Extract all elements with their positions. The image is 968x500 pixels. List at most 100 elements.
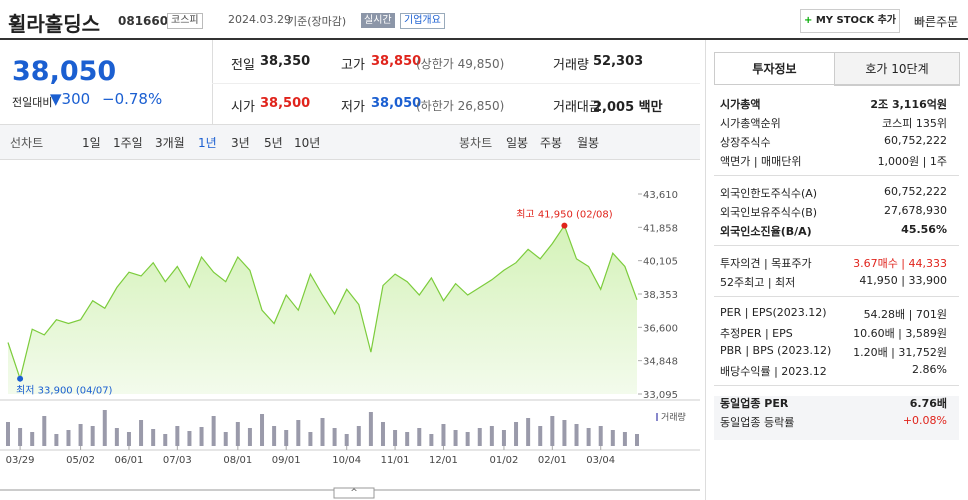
fast-order[interactable]: 빠른주문 [914,15,959,29]
info-row: 외국인한도주식수(A) 60,752,222 [720,185,947,203]
volume-bar [526,418,531,446]
info-value: 1.20배 | 31,752원 [853,346,947,359]
divider [714,175,959,176]
plus-icon: + [803,15,816,26]
chart: ^ 43,610 41,858 40,105 38,353 36,600 34,848 33… [0,190,700,499]
period-tab[interactable]: 월봉 [577,136,600,150]
period-tab[interactable]: 5년 [264,136,283,150]
field-label: 거래량 [553,58,589,73]
min-point [17,375,24,382]
field-limit: (상한가 49,850) [416,57,505,71]
volume-bar [211,416,216,446]
volume-bar [465,432,470,446]
min-label: 최저 33,900 (04/07) [16,385,112,397]
info-label: 배당수익률 | 2023.12 [720,365,827,378]
period-tab[interactable]: 3개월 [155,136,185,150]
volume-bar [247,428,252,446]
panel-footer [714,396,959,440]
info-value: 41,950 | 33,900 [859,274,947,287]
x-tick-label: 12/01 [429,455,458,466]
volume-bar [574,424,579,446]
overview-button[interactable]: 기업개요 [400,13,445,29]
period-tab[interactable]: 일봉 [506,136,529,150]
volume-bar [151,429,156,446]
y-tick-label: 38,353 [643,290,678,301]
volume-bar [54,434,59,446]
info-value: 45.56% [901,223,947,236]
info-value: 10.60배 | 3,589원 [853,327,947,340]
volume-bar [235,422,240,446]
info-label: 동일업종 등락률 [720,416,795,429]
period-tab[interactable]: 1주일 [113,136,143,150]
change: ▼300 [50,90,90,108]
x-tick-label: 01/02 [490,455,519,466]
volume-bar [550,416,555,446]
volume-bar [114,428,119,446]
info-label: 외국인소진율(B/A) [720,225,812,238]
info-label: 시가총액순위 [720,117,781,130]
info-row: 액면가 | 매매단위 1,000원 | 1주 [720,153,947,171]
info-row: 시가총액 2조 3,116억원 [720,96,947,114]
price-line [7,224,638,381]
info-value: 코스피 135위 [882,117,947,130]
volume-bar [344,434,349,446]
realtime-tag: 실시간 [361,13,395,28]
max-point [561,222,568,229]
field-label: 전일 [231,58,255,73]
y-tick-label: 33,095 [643,390,678,401]
volume-legend-key [656,413,658,421]
collapse-icon: ^ [350,488,358,498]
volume-bar [272,426,277,446]
info-row: 52주최고 | 최저 41,950 | 33,900 [720,274,947,292]
period-tab[interactable]: 10년 [294,136,321,150]
period-tab[interactable]: 주봉 [540,136,563,150]
volume-bar [598,426,603,446]
x-tick-label: 03/29 [6,455,35,466]
info-label: 액면가 | 매매단위 [720,155,802,168]
volume-bar [284,430,289,446]
volume-bar [417,428,422,446]
info-label: 52주최고 | 최저 [720,276,796,289]
field-label: 거래대금 [553,100,601,115]
field-limit: (하한가 26,850) [416,99,505,113]
volume-bar [320,418,325,446]
info-row: 동일업종 PER 6.76배 [720,395,947,413]
field-value: 52,303 [593,54,644,69]
info-label: 동일업종 PER [720,397,789,410]
info-row: PER | EPS(2023.12) 54.28배 | 701원 [720,306,947,324]
y-tick-label: 43,610 [643,190,678,201]
volume-bar [368,412,373,446]
info-label: 투자의견 | 목표주가 [720,257,812,270]
date: 2024.03.29 [228,13,291,26]
info-row: 추정PER | EPS 10.60배 | 3,589원 [720,325,947,343]
volume-bar [296,420,301,446]
info-label: 추정PER | EPS [720,327,793,340]
panel-tab[interactable]: 호가 10단계 [834,52,960,86]
info-row: 투자의견 | 목표주가 3.67매수 | 44,333 [720,255,947,273]
volume-bar [30,432,35,446]
panel-tab[interactable]: 투자정보 [714,52,835,85]
period-tab[interactable]: 3년 [231,136,250,150]
volume-bar [199,427,204,446]
period-tab[interactable]: 1년 [198,136,217,150]
period-tab[interactable]: 1일 [82,136,101,150]
x-tick-label: 06/01 [115,455,144,466]
mystock-button[interactable]: + MY STOCK 추가 [800,9,900,33]
down-arrow: ▼ [50,90,62,108]
tab-label: 봉차트 [459,136,493,150]
volume-bar [635,434,639,446]
field-value: 2,005 백만 [593,100,663,115]
divider [714,245,959,246]
volume-bar [405,432,410,446]
x-tick-label: 05/02 [66,455,95,466]
stock-name: 휠라홀딩스 [8,12,100,36]
volume-bar [453,430,458,446]
collapse-button[interactable] [333,487,375,499]
volume-bar [562,420,567,446]
volume-bar [308,432,313,446]
volume-bar [66,430,71,446]
info-value: 2조 3,116억원 [870,98,947,111]
info-label: 외국인보유주식수(B) [720,206,818,219]
field-label: 저가 [341,100,365,115]
info-label: PER | EPS(2023.12) [720,306,827,319]
